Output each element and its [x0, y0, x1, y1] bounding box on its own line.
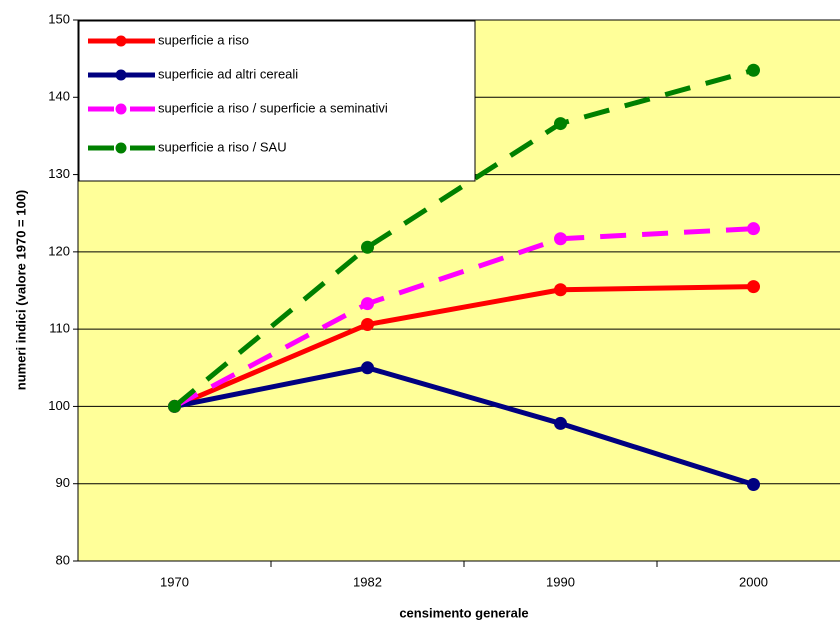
- x-tick-label: 1970: [160, 574, 189, 589]
- y-axis-title: numeri indici (valore 1970 = 100): [13, 190, 28, 391]
- data-point: [361, 318, 374, 332]
- x-tick-label: 2000: [739, 574, 768, 589]
- legend-label: superficie a riso / SAU: [158, 139, 287, 154]
- legend-marker: [115, 142, 127, 154]
- y-tick-label: 80: [56, 552, 70, 567]
- data-point: [747, 477, 760, 491]
- data-point: [554, 283, 567, 297]
- legend-label: superficie a riso / superficie a seminat…: [158, 100, 388, 115]
- y-tick-label: 90: [56, 475, 70, 490]
- y-tick-label: 100: [48, 398, 70, 413]
- y-tick-label: 110: [49, 321, 70, 336]
- y-tick-label: 130: [48, 166, 70, 181]
- x-tick-label: 1982: [353, 574, 382, 589]
- data-point: [361, 240, 374, 254]
- legend-label: superficie ad altri cereali: [158, 66, 298, 81]
- data-point: [747, 222, 760, 236]
- x-axis-title: censimento generale: [399, 605, 528, 620]
- y-tick-label: 120: [48, 243, 70, 258]
- data-point: [554, 416, 567, 430]
- series-line: [173, 284, 754, 409]
- data-point: [554, 117, 567, 131]
- data-point: [361, 297, 374, 311]
- legend-marker: [115, 69, 127, 81]
- y-tick-label: 140: [48, 89, 70, 104]
- x-tick-label: 1990: [546, 574, 575, 589]
- legend: [78, 20, 476, 182]
- data-point: [554, 232, 567, 246]
- y-tick-label: 150: [48, 11, 70, 26]
- data-point: [747, 280, 760, 294]
- data-point: [168, 399, 181, 413]
- data-point: [361, 361, 374, 375]
- legend-marker: [115, 103, 127, 115]
- legend-label: superficie a riso: [158, 32, 249, 47]
- data-point: [747, 63, 760, 77]
- legend-marker: [115, 35, 127, 47]
- series-line: [173, 226, 754, 409]
- series-line: [174, 365, 755, 487]
